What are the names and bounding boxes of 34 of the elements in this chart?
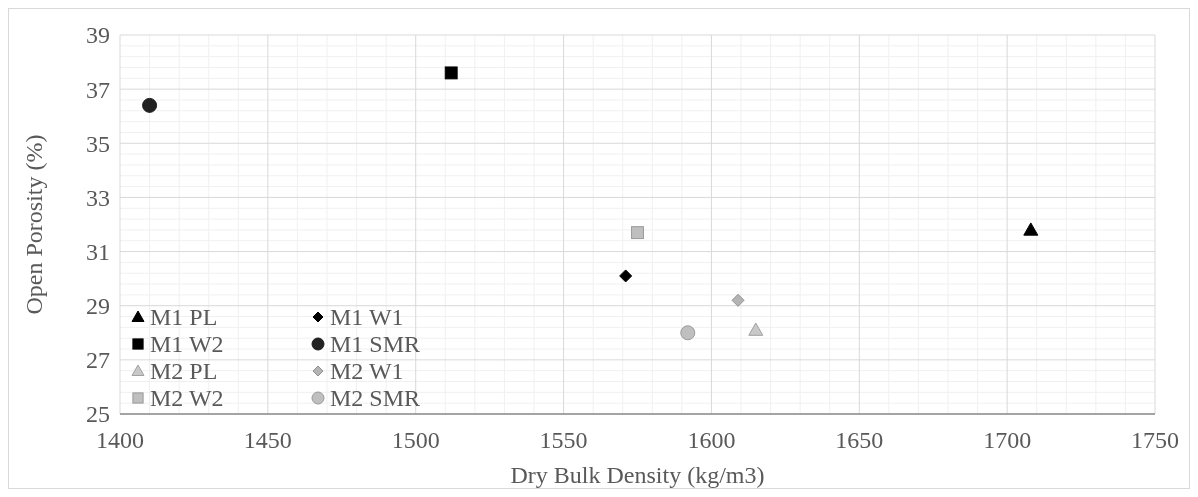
x-axis-title: Dry Bulk Density (kg/m3) — [510, 462, 765, 488]
point — [444, 66, 458, 80]
legend-label: M2 SMR — [330, 385, 421, 412]
legend-label: M1 W1 — [330, 304, 404, 331]
x-tick-label: 1550 — [539, 427, 588, 453]
point — [619, 269, 633, 283]
x-tick-label: 1450 — [243, 427, 292, 453]
legend-label: M1 PL — [150, 304, 218, 331]
legend-label: M2 W1 — [330, 358, 404, 385]
y-tick-label: 33 — [86, 184, 110, 211]
x-tick-label: 1650 — [835, 427, 884, 453]
legend-label: M1 W2 — [150, 331, 224, 358]
y-axis-title: Open Porosity (%) — [21, 134, 47, 315]
x-tick-label: 1750 — [1131, 427, 1179, 453]
point — [142, 97, 158, 113]
x-tick-label: 1500 — [391, 427, 440, 453]
y-tick-label: 35 — [86, 130, 110, 157]
y-tick-label: 31 — [86, 238, 110, 265]
y-tick-label: 27 — [86, 347, 110, 374]
y-tick-label: 25 — [86, 401, 110, 428]
point — [731, 293, 745, 307]
y-tick-label: 29 — [86, 293, 110, 320]
legend-label: M2 W2 — [150, 385, 224, 412]
point — [680, 325, 696, 341]
point — [748, 322, 764, 336]
x-tick-label: 1400 — [96, 427, 144, 453]
legend-label: M2 PL — [150, 358, 218, 385]
y-tick-label: 37 — [86, 76, 110, 103]
point — [631, 226, 644, 240]
x-tick-label: 1700 — [983, 427, 1032, 453]
legend-label: M1 SMR — [330, 331, 421, 358]
y-tick-label: 39 — [86, 22, 110, 49]
point — [1023, 222, 1039, 236]
x-tick-label: 1600 — [687, 427, 736, 453]
